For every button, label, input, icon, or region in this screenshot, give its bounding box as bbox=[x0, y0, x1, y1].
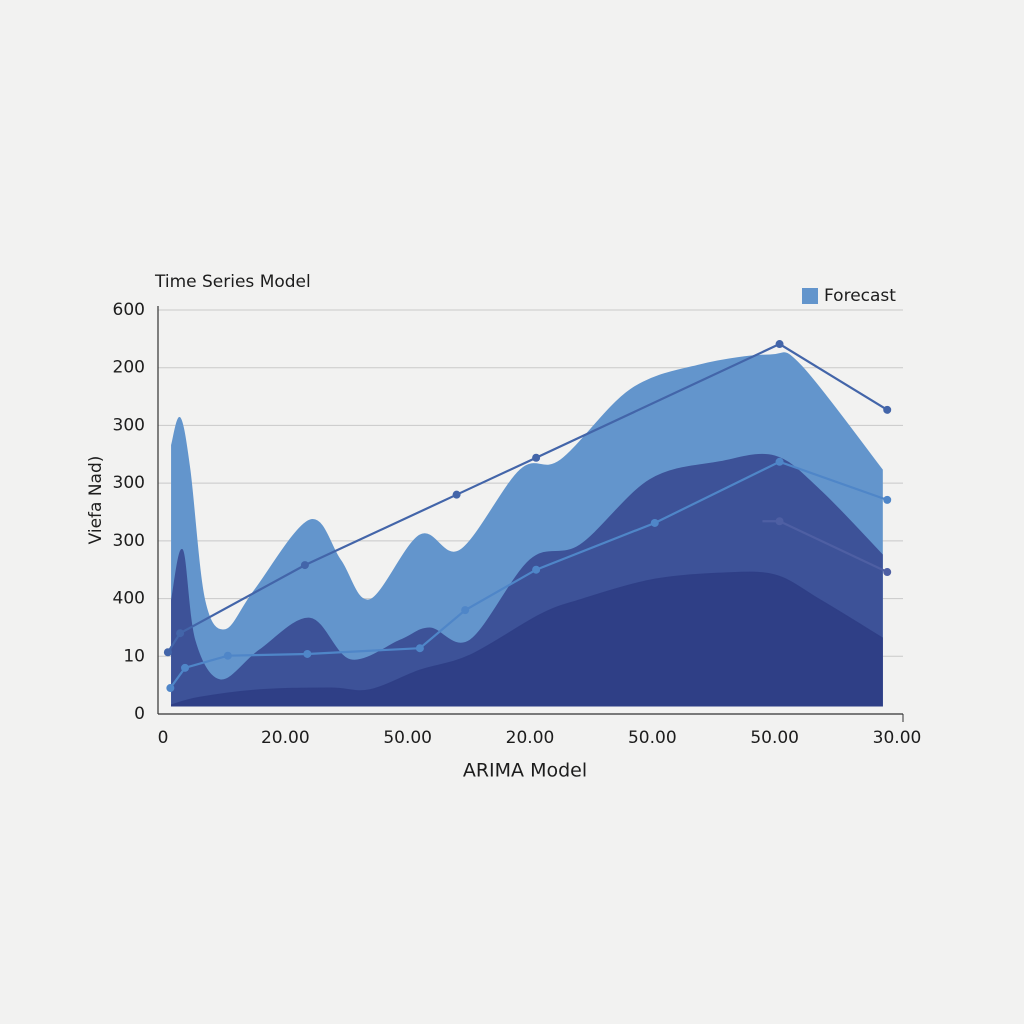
point bbox=[303, 649, 312, 658]
line bbox=[169, 460, 888, 689]
y-tick-label: 400 bbox=[113, 589, 145, 609]
x-tick-label: 50.00 bbox=[628, 728, 677, 748]
plot bbox=[163, 340, 892, 707]
x-tick-label: 50.00 bbox=[383, 728, 432, 748]
x-tick-label: 20.00 bbox=[506, 728, 555, 748]
point bbox=[775, 340, 784, 349]
point bbox=[883, 495, 892, 504]
point bbox=[163, 648, 172, 657]
point bbox=[650, 518, 659, 527]
point bbox=[223, 651, 232, 660]
point bbox=[176, 629, 185, 638]
x-tick-label: 20.00 bbox=[261, 728, 310, 748]
labels: 0 10 400 300 300 300 200 600 0 20.00 50.00 20.00 50.… bbox=[113, 286, 922, 748]
x-tick-label: 50.00 bbox=[750, 728, 799, 748]
x-tick-label: 30.00 bbox=[873, 728, 922, 748]
legend-swatch bbox=[802, 288, 818, 304]
point bbox=[883, 568, 892, 577]
point bbox=[181, 663, 190, 672]
point bbox=[775, 517, 784, 526]
point bbox=[775, 457, 784, 466]
area bbox=[171, 571, 883, 707]
y-tick-label: 600 bbox=[113, 300, 145, 320]
x-tick-label: 0 bbox=[158, 728, 169, 748]
point bbox=[532, 453, 541, 462]
point bbox=[461, 606, 470, 615]
point bbox=[452, 490, 461, 499]
point bbox=[883, 405, 892, 414]
y-tick-label: 10 bbox=[123, 646, 145, 666]
y-tick-label: 0 bbox=[134, 704, 145, 724]
point bbox=[166, 684, 175, 693]
y-tick-label: 300 bbox=[113, 473, 145, 493]
x-axis-label: ARIMA Model bbox=[463, 760, 587, 782]
point bbox=[415, 644, 424, 653]
legend-label: Forecast bbox=[824, 286, 896, 306]
y-tick-label: 300 bbox=[113, 415, 145, 435]
y-tick-label: 300 bbox=[113, 531, 145, 551]
point bbox=[300, 561, 309, 570]
y-axis-label: Viefa Nad) bbox=[86, 456, 106, 545]
chart-title: Time Series Model bbox=[154, 272, 311, 292]
y-tick-label: 200 bbox=[113, 358, 145, 378]
point bbox=[532, 565, 541, 574]
